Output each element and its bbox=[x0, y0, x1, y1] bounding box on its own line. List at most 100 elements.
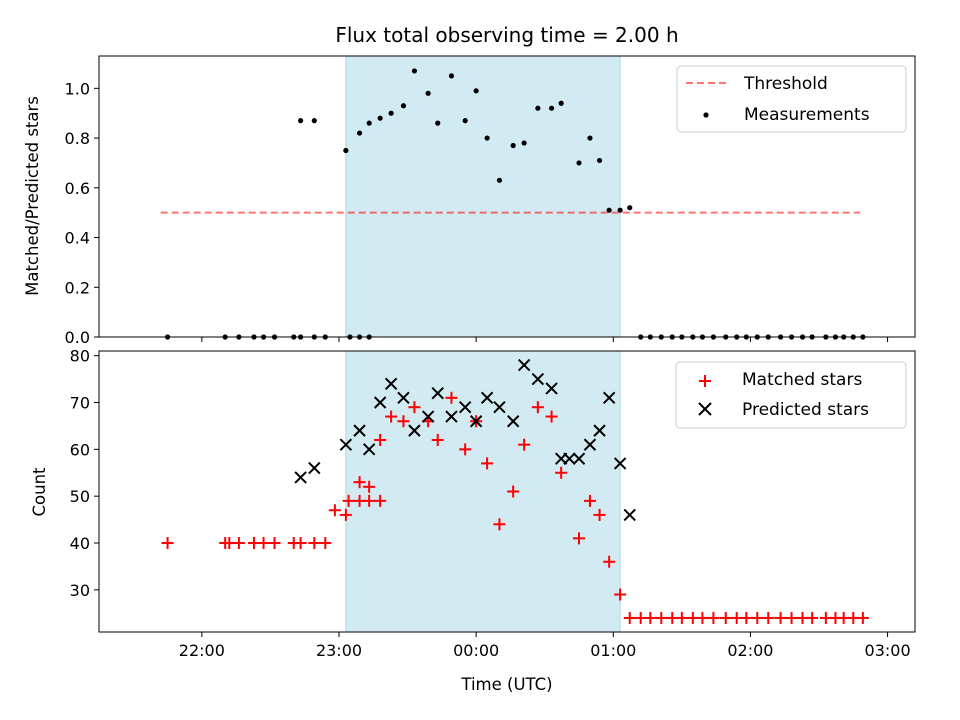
bottom-panel: 22:00 23:00 00:00 01:00 02:00 03:00 30 40 50 60 7… bbox=[30, 347, 916, 694]
matched-star-point bbox=[353, 476, 366, 489]
predicted-star-point bbox=[308, 461, 321, 475]
legend-predicted-swatch bbox=[698, 402, 712, 416]
matched-star-point bbox=[545, 410, 558, 423]
measurement-point bbox=[535, 105, 541, 111]
matched-star-point bbox=[431, 433, 444, 446]
x-tick-label: 01:00 bbox=[590, 641, 636, 660]
legend-threshold-label: Threshold bbox=[743, 74, 828, 94]
matched-star-point bbox=[328, 504, 341, 517]
predicted-star-point bbox=[480, 391, 494, 405]
y-tick-label: 30 bbox=[70, 581, 90, 600]
y-tick-label: 80 bbox=[70, 347, 90, 366]
measurement-point bbox=[576, 160, 582, 166]
matched-star-point bbox=[583, 494, 596, 507]
measurement-point bbox=[377, 115, 383, 121]
measurement-point bbox=[510, 142, 516, 149]
predicted-star-point bbox=[421, 410, 435, 423]
measurement-point bbox=[596, 157, 603, 164]
x-tick-label: 03:00 bbox=[865, 641, 911, 660]
predicted-stars-series bbox=[294, 358, 636, 522]
bottom-x-ticks: 22:00 23:00 00:00 01:00 02:00 03:00 bbox=[179, 632, 911, 660]
top-x-ticks bbox=[201, 337, 889, 342]
matched-star-point bbox=[339, 508, 352, 521]
measurement-point bbox=[473, 88, 479, 94]
bottom-y-axis-label: Count bbox=[30, 467, 49, 517]
bottom-axes-frame bbox=[98, 350, 916, 633]
matched-star-point bbox=[751, 611, 764, 624]
predicted-star-point bbox=[339, 438, 353, 451]
predicted-star-point bbox=[408, 424, 421, 437]
matched-star-point bbox=[319, 537, 332, 550]
legend-matched-label: Matched stars bbox=[742, 370, 862, 390]
matched-star-point bbox=[555, 466, 568, 479]
x-tick-label: 00:00 bbox=[453, 641, 499, 660]
matched-star-point bbox=[696, 611, 709, 624]
predicted-star-point bbox=[431, 386, 444, 400]
predicted-star-point bbox=[397, 391, 410, 405]
measurement-point bbox=[411, 68, 418, 74]
top-legend-box bbox=[676, 65, 907, 133]
predicted-star-point bbox=[506, 415, 520, 428]
measurement-point bbox=[425, 90, 431, 96]
bottom-legend: Matched stars Predicted stars bbox=[675, 361, 907, 429]
matched-star-point bbox=[675, 611, 688, 624]
matched-star-point bbox=[707, 611, 720, 624]
y-tick-label: 0.0 bbox=[65, 328, 90, 347]
matched-star-point bbox=[445, 391, 458, 404]
y-tick-label: 0.8 bbox=[65, 129, 90, 148]
measurement-point bbox=[356, 130, 363, 136]
matched-star-point bbox=[785, 611, 798, 624]
predicted-star-point bbox=[545, 382, 558, 395]
matched-star-point bbox=[655, 611, 668, 624]
measurement-point bbox=[366, 120, 372, 126]
legend-measurements-label: Measurements bbox=[744, 105, 870, 125]
matched-star-point bbox=[493, 518, 506, 531]
matched-star-point bbox=[363, 480, 376, 493]
y-tick-label: 60 bbox=[70, 440, 90, 459]
matched-stars-series bbox=[161, 391, 869, 624]
matched-star-point bbox=[573, 532, 585, 545]
predicted-star-point bbox=[458, 400, 472, 414]
predicted-star-point bbox=[563, 452, 576, 465]
y-tick-label: 0.4 bbox=[65, 229, 90, 248]
measurement-point bbox=[558, 100, 564, 106]
measurement-point bbox=[448, 73, 455, 79]
matched-star-point bbox=[719, 611, 732, 624]
matched-star-point bbox=[806, 611, 819, 624]
predicted-star-point bbox=[623, 508, 636, 522]
matched-star-point bbox=[363, 494, 376, 507]
measurement-point bbox=[343, 147, 349, 154]
top-y-ticks: 0.0 0.2 0.4 0.6 0.8 1.0 bbox=[65, 79, 99, 347]
matched-star-point bbox=[308, 537, 321, 550]
predicted-star-point bbox=[493, 400, 506, 414]
x-axis-label: Time (UTC) bbox=[460, 675, 552, 694]
predicted-star-point bbox=[613, 457, 627, 470]
predicted-star-point bbox=[469, 415, 483, 428]
matched-star-point bbox=[531, 401, 544, 414]
predicted-star-point bbox=[517, 358, 531, 372]
y-tick-label: 50 bbox=[70, 487, 90, 506]
measurement-point bbox=[484, 135, 490, 141]
matched-star-point bbox=[481, 457, 494, 470]
matched-star-point bbox=[644, 611, 657, 624]
measurement-point bbox=[462, 118, 468, 124]
y-tick-label: 0.6 bbox=[65, 179, 90, 198]
legend-predicted-label: Predicted stars bbox=[742, 400, 869, 420]
matched-star-point bbox=[774, 611, 787, 624]
matched-star-point bbox=[856, 611, 869, 624]
predicted-star-point bbox=[373, 396, 387, 409]
predicted-star-point bbox=[294, 471, 307, 484]
predicted-star-point bbox=[384, 377, 398, 390]
predicted-star-point bbox=[572, 452, 586, 465]
matched-star-point bbox=[614, 588, 627, 601]
matched-star-point bbox=[342, 494, 355, 507]
measurement-point bbox=[298, 118, 304, 124]
matched-star-point bbox=[459, 443, 472, 456]
measurement-point bbox=[617, 207, 623, 213]
predicted-star-point bbox=[445, 410, 458, 423]
measurement-point bbox=[548, 105, 555, 111]
bottom-legend-box bbox=[675, 361, 907, 429]
measurement-point bbox=[435, 120, 441, 126]
y-tick-label: 0.2 bbox=[65, 278, 90, 297]
